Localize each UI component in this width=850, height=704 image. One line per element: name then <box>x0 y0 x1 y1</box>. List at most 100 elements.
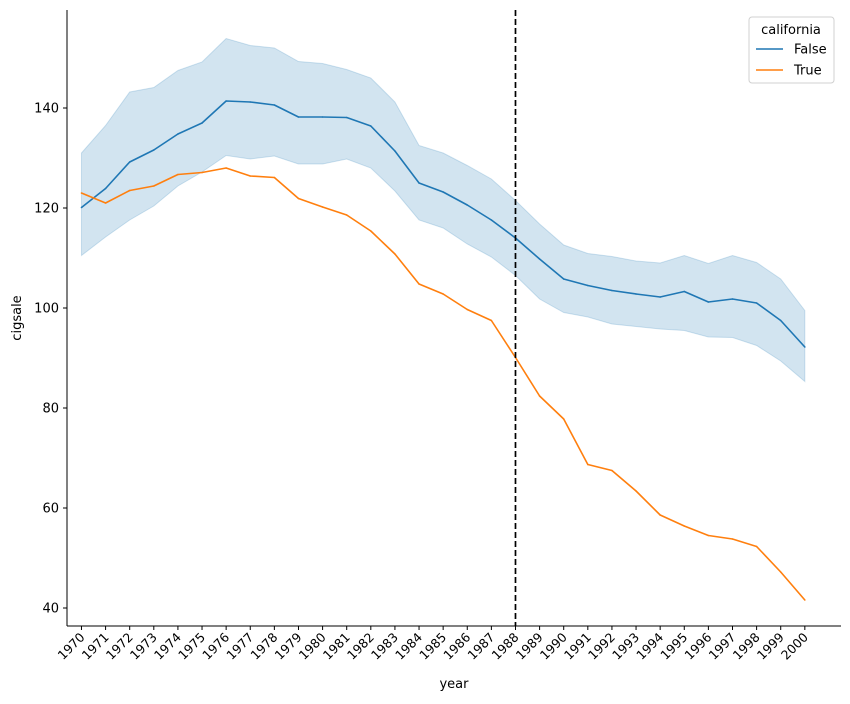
data-point-false-1973 <box>153 149 155 151</box>
x-tick-label: 1977 <box>223 630 256 663</box>
x-tick-label: 1999 <box>754 629 787 662</box>
data-point-true-1974 <box>177 173 179 176</box>
x-tick-label: 1976 <box>199 629 232 662</box>
x-tick-label: 1990 <box>537 629 570 662</box>
x-tick-label: 1994 <box>633 629 666 662</box>
x-tick-label: 1992 <box>585 630 618 663</box>
data-point-true-1995 <box>683 525 686 527</box>
data-point-false-1977 <box>249 101 252 103</box>
data-point-false-1992 <box>611 289 613 292</box>
data-point-false-1974 <box>177 133 179 135</box>
data-point-false-1979 <box>297 116 300 118</box>
data-point-true-1996 <box>707 534 710 537</box>
legend-label-true: True <box>793 64 822 79</box>
x-axis-label: year <box>439 677 469 692</box>
data-point-true-1984 <box>418 283 420 285</box>
x-tick-label: 1989 <box>513 629 546 662</box>
x-tick-label: 1987 <box>464 630 497 663</box>
data-point-false-1999 <box>779 319 782 322</box>
data-point-false-1993 <box>635 293 637 295</box>
y-tick-label: 40 <box>42 602 59 617</box>
x-tick-label: 1988 <box>489 629 522 662</box>
x-tick-label: 1983 <box>368 630 401 663</box>
data-point-false-1978 <box>273 104 276 106</box>
data-point-true-1971 <box>104 202 107 204</box>
x-tick-label: 1993 <box>609 630 642 663</box>
data-point-false-1983 <box>394 150 396 152</box>
x-tick-label: 1997 <box>706 630 739 663</box>
data-point-true-1998 <box>755 545 758 548</box>
x-tick-label: 2000 <box>778 629 811 662</box>
x-tick-label: 1978 <box>247 629 280 662</box>
x-tick-label: 1971 <box>79 630 112 663</box>
x-tick-label: 1991 <box>561 630 594 663</box>
x-tick-label: 1986 <box>440 629 473 662</box>
ci-band-false <box>80 37 806 383</box>
legend-title: california <box>761 23 821 38</box>
data-point-false-1976 <box>225 100 227 102</box>
data-point-false-1987 <box>490 219 493 221</box>
data-point-true-1992 <box>611 469 613 472</box>
data-point-false-1996 <box>707 301 710 303</box>
x-ticks: 1970197119721973197419751976197719781979… <box>54 626 811 663</box>
x-tick-label: 1998 <box>730 629 763 662</box>
data-point-false-1998 <box>755 302 758 304</box>
data-point-true-1980 <box>321 206 324 208</box>
data-point-true-1979 <box>297 197 300 200</box>
y-tick-label: 60 <box>42 502 59 517</box>
series-lines <box>80 100 806 601</box>
legend-entries: False True <box>756 43 827 79</box>
x-tick-label: 1996 <box>681 629 714 662</box>
y-tick-label: 140 <box>34 102 59 117</box>
axes <box>66 10 841 627</box>
data-point-true-1978 <box>273 176 276 179</box>
x-tick-label: 1984 <box>392 629 425 662</box>
data-point-true-1987 <box>490 319 493 322</box>
data-point-true-1977 <box>249 175 252 177</box>
data-point-true-1985 <box>442 293 444 295</box>
data-point-false-2000 <box>804 346 806 348</box>
data-point-false-1971 <box>104 187 107 190</box>
y-tick-label: 120 <box>34 202 59 217</box>
y-ticks: 40 60 80 100 120 140 <box>34 102 67 617</box>
series-points-true <box>80 167 806 601</box>
x-tick-label: 1975 <box>175 630 208 663</box>
x-tick-label: 1981 <box>320 630 353 663</box>
data-point-false-1970 <box>80 206 83 209</box>
data-point-false-1994 <box>659 296 661 298</box>
data-point-false-1986 <box>466 204 469 206</box>
legend: california False True <box>748 16 835 84</box>
y-tick-label: 100 <box>34 302 59 317</box>
data-point-true-1994 <box>659 514 661 516</box>
data-point-false-1985 <box>442 191 444 193</box>
data-point-true-2000 <box>804 599 806 601</box>
data-point-false-1990 <box>562 278 565 280</box>
data-point-true-1983 <box>394 253 396 255</box>
x-tick-label: 1980 <box>296 629 329 662</box>
x-tick-label: 1974 <box>151 629 184 662</box>
data-point-true-1970 <box>80 192 83 194</box>
data-point-false-1995 <box>683 290 686 293</box>
x-tick-label: 1973 <box>127 630 160 663</box>
data-point-true-1972 <box>128 189 131 192</box>
x-tick-label: 1972 <box>103 630 136 663</box>
legend-frame <box>748 16 835 84</box>
data-point-true-1986 <box>466 308 469 311</box>
data-point-false-1972 <box>128 161 131 163</box>
data-point-true-1991 <box>587 463 589 466</box>
data-point-false-1975 <box>201 122 203 124</box>
x-tick-label: 1985 <box>416 630 449 663</box>
data-point-true-1999 <box>779 571 782 573</box>
data-point-true-1975 <box>201 171 203 174</box>
data-point-true-1976 <box>225 167 227 169</box>
series-points-false <box>80 100 806 348</box>
data-point-true-1981 <box>345 214 348 216</box>
data-point-false-1981 <box>345 116 348 119</box>
data-point-false-1989 <box>538 258 541 260</box>
x-tick-label: 1979 <box>271 629 304 662</box>
data-point-false-1980 <box>321 116 324 118</box>
x-tick-label: 1995 <box>657 630 690 663</box>
y-tick-label: 80 <box>42 402 59 417</box>
